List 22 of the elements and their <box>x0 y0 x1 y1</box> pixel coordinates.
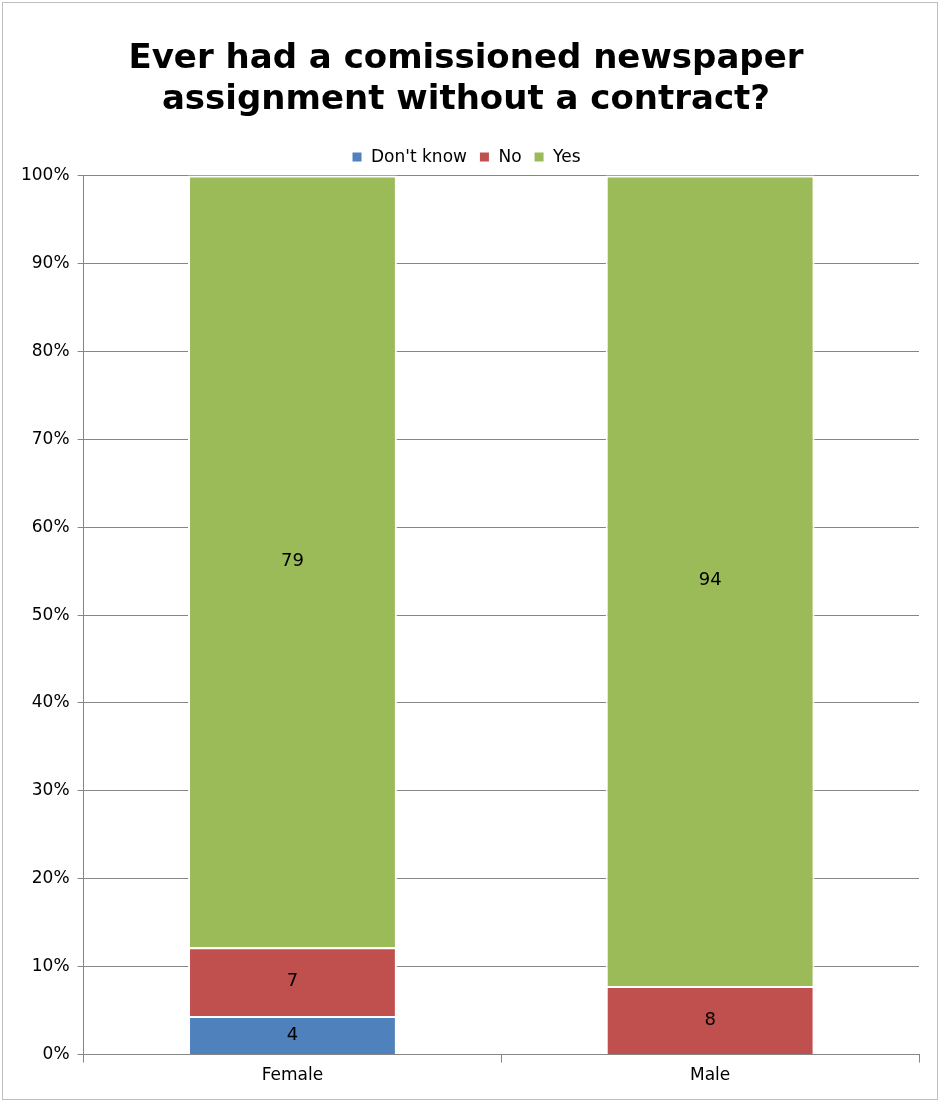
y-tick-label: 100% <box>20 164 70 185</box>
annotation: 79 <box>281 549 304 571</box>
legend-label: Don't know <box>371 145 468 166</box>
chart-title: Ever had a comissioned newspaper assignment without a contract? <box>128 36 804 118</box>
y-tick-label: 20% <box>31 867 70 888</box>
y-tick-label: 80% <box>31 339 70 360</box>
x-tick-label: Male <box>690 1064 731 1085</box>
y-tick-label: 90% <box>31 251 70 272</box>
y-tick-label: 60% <box>31 515 70 536</box>
annotation: 94 <box>698 568 722 590</box>
annotation: 7 <box>286 969 299 991</box>
annotation: 4 <box>286 1022 299 1044</box>
y-tick-label: 50% <box>31 603 70 624</box>
y-tick-label: 30% <box>31 779 70 800</box>
legend-label: No <box>498 145 522 166</box>
annotation: 8 <box>704 1007 716 1029</box>
y-tick-label: 40% <box>31 691 70 712</box>
y-tick-label: 70% <box>31 427 70 448</box>
x-tick-label: Female <box>261 1064 324 1085</box>
legend-label: Yes <box>552 145 581 166</box>
y-tick-label: 0% <box>42 1043 70 1064</box>
y-tick-label: 10% <box>31 955 70 976</box>
